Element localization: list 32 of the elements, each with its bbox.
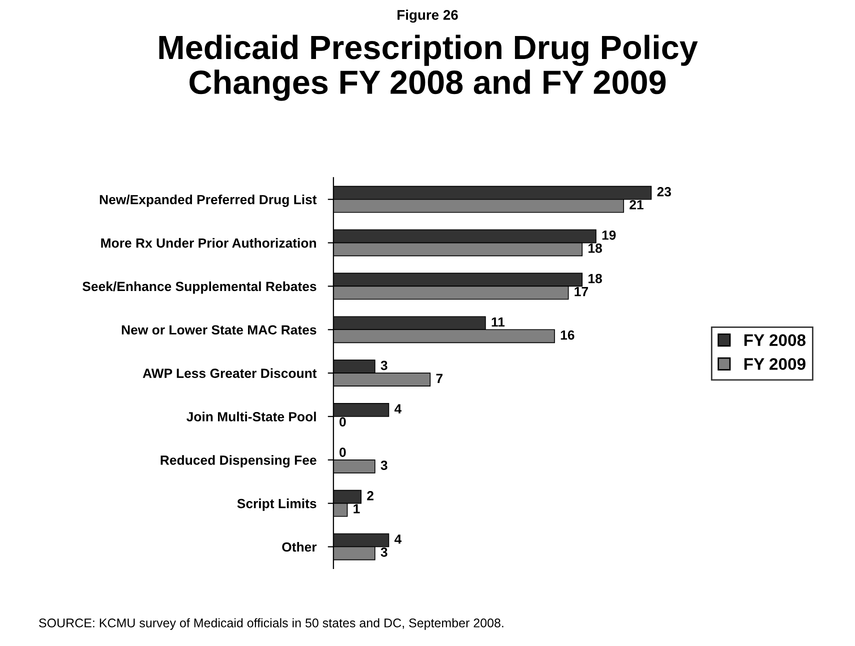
data-label: 19 xyxy=(602,230,616,240)
y-tick-label: Other xyxy=(282,542,317,552)
y-tick-label: Seek/Enhance Supplemental Rebates xyxy=(82,281,316,294)
data-label: 11 xyxy=(492,317,505,327)
y-tick-label: New/Expanded Preferred Drug List xyxy=(100,194,317,207)
y-tick-label: More Rx Under Prior Authorization xyxy=(101,238,316,248)
y-tick-label: New or Lower State MAC Rates xyxy=(122,325,316,335)
data-label: 0 xyxy=(340,417,346,427)
y-tick-label: Join Multi-State Pool xyxy=(186,412,316,422)
data-label: 16 xyxy=(560,330,574,340)
y-tick-label: AWP Less Greater Discount xyxy=(142,368,317,378)
data-label: 17 xyxy=(574,287,588,296)
y-tick-label: Reduced Dispensing Fee xyxy=(160,455,316,468)
data-label: 7 xyxy=(436,374,442,383)
data-label: 0 xyxy=(340,448,346,457)
caption: Figure 26 xyxy=(398,10,458,23)
legend-label: FY 2009 xyxy=(744,358,806,370)
data-label: 1 xyxy=(354,504,360,514)
legend-label: FY 2008 xyxy=(744,334,806,346)
data-label: 2 xyxy=(367,491,374,500)
chart-title: Medicaid Prescription Drug Policy Changes FY 2008 and FY 2009 xyxy=(159,34,698,101)
source-note: SOURCE: KCMU survey of Medicaid officials in 50 states and DC, September 2008. xyxy=(39,618,504,630)
data-label: 23 xyxy=(657,187,671,196)
y-tick-label: Script Limits xyxy=(237,498,316,511)
data-label: 21 xyxy=(630,200,644,210)
data-label: 4 xyxy=(394,534,402,544)
data-label: 3 xyxy=(380,460,388,470)
data-label: 4 xyxy=(394,404,402,414)
data-label: 18 xyxy=(588,244,602,253)
data-label: 3 xyxy=(380,360,388,370)
data-label: 3 xyxy=(380,547,388,557)
data-label: 18 xyxy=(588,274,602,284)
